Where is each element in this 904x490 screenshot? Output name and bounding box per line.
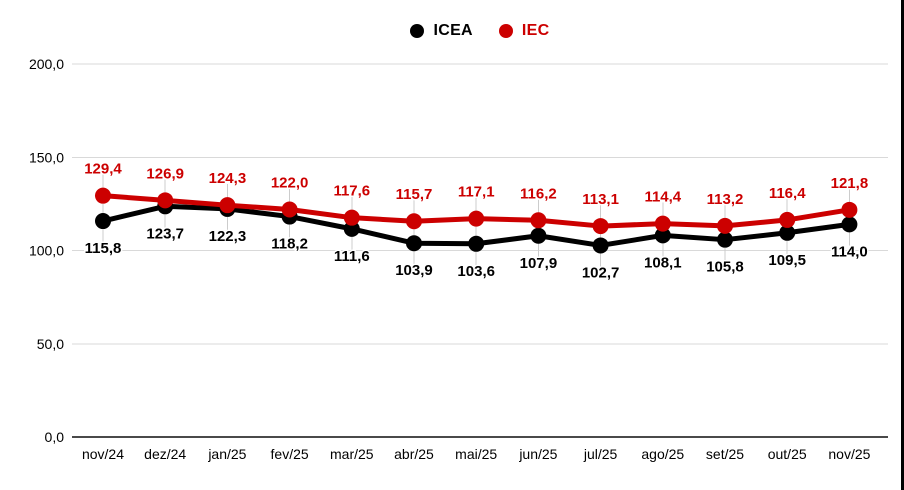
data-point-iec[interactable] bbox=[343, 209, 360, 226]
data-label-icea: 122,3 bbox=[209, 228, 247, 245]
x-tick-label: jul/25 bbox=[583, 446, 618, 462]
data-label-iec: 113,1 bbox=[582, 191, 619, 208]
x-tick-label: out/25 bbox=[768, 446, 807, 462]
data-point-iec[interactable] bbox=[779, 211, 796, 228]
data-label-iec: 116,2 bbox=[520, 185, 557, 202]
data-label-icea: 111,6 bbox=[334, 248, 370, 265]
legend-dot-icea bbox=[410, 24, 425, 38]
data-label-icea: 114,0 bbox=[831, 243, 868, 260]
data-point-icea[interactable] bbox=[654, 227, 671, 244]
data-label-iec: 129,4 bbox=[84, 161, 122, 178]
data-label-iec: 124,3 bbox=[209, 170, 247, 187]
data-point-icea[interactable] bbox=[592, 237, 609, 254]
data-point-icea[interactable] bbox=[717, 231, 733, 248]
x-tick-label: mar/25 bbox=[330, 446, 374, 462]
data-point-icea[interactable] bbox=[95, 213, 111, 230]
legend-label-iec: IEC bbox=[521, 22, 550, 39]
data-point-iec[interactable] bbox=[157, 192, 174, 209]
data-label-iec: 121,8 bbox=[831, 175, 869, 192]
data-point-icea[interactable] bbox=[343, 220, 360, 237]
data-point-icea[interactable] bbox=[779, 224, 796, 241]
data-label-icea: 123,7 bbox=[146, 225, 184, 242]
y-tick-label: 200,0 bbox=[29, 56, 64, 72]
y-tick-label: 100,0 bbox=[29, 243, 64, 259]
legend-item-iec[interactable]: IEC bbox=[498, 22, 550, 40]
window-border-right bbox=[901, 0, 904, 490]
y-tick-label: 50,0 bbox=[37, 336, 64, 352]
x-tick-label: abr/25 bbox=[394, 446, 434, 462]
x-tick-label: jan/25 bbox=[207, 446, 246, 462]
data-point-icea[interactable] bbox=[468, 235, 485, 252]
x-tick-label: set/25 bbox=[706, 446, 744, 462]
data-label-icea: 108,1 bbox=[644, 254, 682, 271]
data-point-iec[interactable] bbox=[530, 212, 547, 229]
data-label-iec: 117,6 bbox=[333, 183, 370, 200]
x-tick-label: jun/25 bbox=[518, 446, 557, 462]
data-point-iec[interactable] bbox=[406, 213, 422, 230]
data-label-iec: 126,9 bbox=[146, 165, 184, 182]
data-point-icea[interactable] bbox=[841, 216, 858, 233]
legend-label-icea: ICEA bbox=[433, 22, 473, 39]
data-label-iec: 117,1 bbox=[458, 184, 495, 201]
data-point-icea[interactable] bbox=[530, 227, 547, 244]
data-point-iec[interactable] bbox=[281, 201, 298, 218]
data-label-icea: 109,5 bbox=[768, 252, 806, 269]
data-label-icea: 105,8 bbox=[706, 259, 744, 276]
data-point-icea[interactable] bbox=[406, 235, 422, 252]
y-tick-label: 150,0 bbox=[29, 149, 64, 165]
data-label-iec: 116,4 bbox=[769, 185, 806, 202]
y-tick-label: 0,0 bbox=[45, 429, 65, 445]
data-point-iec[interactable] bbox=[468, 210, 485, 227]
data-label-icea: 115,8 bbox=[85, 240, 122, 257]
data-label-iec: 114,4 bbox=[644, 189, 681, 206]
data-point-iec[interactable] bbox=[841, 201, 858, 218]
data-point-iec[interactable] bbox=[95, 187, 111, 204]
data-point-iec[interactable] bbox=[654, 215, 671, 232]
legend-item-icea[interactable]: ICEA bbox=[410, 22, 473, 40]
data-point-iec[interactable] bbox=[717, 217, 733, 234]
data-label-icea: 118,2 bbox=[271, 236, 308, 253]
legend-dot-iec bbox=[498, 24, 513, 38]
data-label-icea: 103,6 bbox=[457, 263, 495, 280]
chart-legend: ICEA IEC bbox=[72, 20, 888, 42]
data-label-icea: 103,9 bbox=[395, 262, 433, 279]
x-tick-label: nov/25 bbox=[828, 446, 870, 462]
data-point-iec[interactable] bbox=[592, 218, 609, 235]
x-tick-label: fev/25 bbox=[271, 446, 309, 462]
data-label-iec: 122,0 bbox=[271, 174, 309, 191]
data-label-iec: 115,7 bbox=[396, 186, 433, 203]
x-tick-label: mai/25 bbox=[455, 446, 497, 462]
x-tick-label: nov/24 bbox=[82, 446, 124, 462]
data-label-icea: 107,9 bbox=[520, 255, 558, 272]
x-tick-label: ago/25 bbox=[641, 446, 684, 462]
data-label-icea: 102,7 bbox=[582, 264, 620, 281]
data-label-iec: 113,2 bbox=[707, 191, 744, 208]
x-tick-label: dez/24 bbox=[144, 446, 186, 462]
data-point-iec[interactable] bbox=[219, 197, 236, 214]
